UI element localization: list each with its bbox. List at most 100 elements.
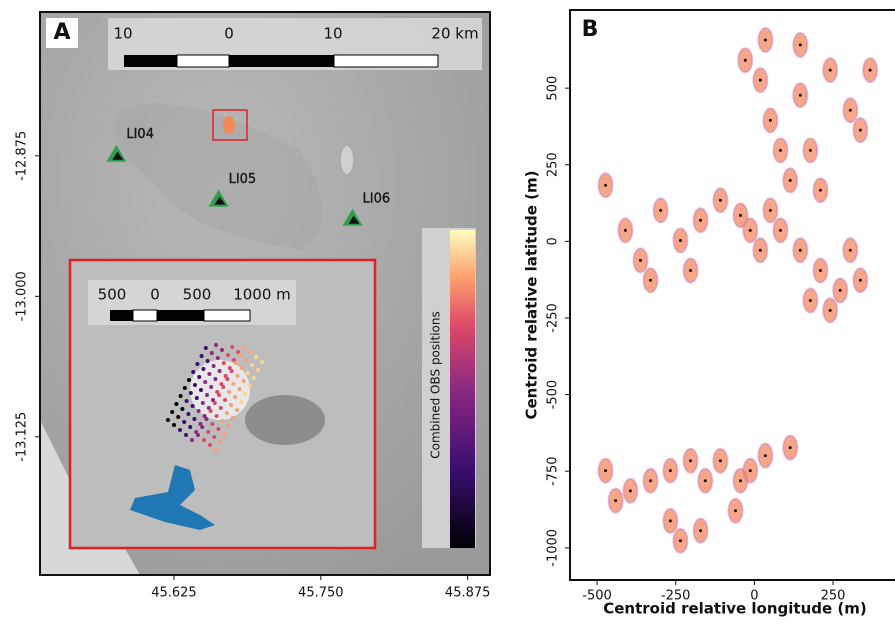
panel-label-bg xyxy=(574,14,608,44)
inset-point xyxy=(224,411,229,415)
inset-point xyxy=(214,414,219,418)
inset-point xyxy=(190,438,194,442)
point-center xyxy=(668,519,672,523)
map-frame xyxy=(39,11,491,576)
inset-point xyxy=(236,350,241,354)
point-center xyxy=(818,188,822,192)
inset-point xyxy=(202,414,207,418)
point-center xyxy=(678,238,682,242)
y-tick-label: -250 xyxy=(546,303,561,333)
inset-point xyxy=(250,363,254,367)
inset-point xyxy=(221,361,226,365)
point-center xyxy=(688,268,692,272)
inset-point xyxy=(225,377,230,381)
point-center xyxy=(743,58,747,62)
inset-point xyxy=(215,356,220,360)
point-center xyxy=(659,208,663,212)
inset-point xyxy=(180,407,185,411)
station-label: LI04 xyxy=(126,127,154,142)
x-tick-label: 45.875 xyxy=(445,586,491,601)
inset-point xyxy=(178,394,183,398)
point-center xyxy=(703,479,707,483)
inset-lake xyxy=(130,465,215,530)
y-tick-label: -12.875 xyxy=(15,131,30,181)
inset-scale-label: 500 xyxy=(98,286,127,304)
inset-point xyxy=(217,393,221,397)
inset-point xyxy=(188,425,193,429)
inset-relief xyxy=(190,360,250,420)
inset-point xyxy=(202,438,206,442)
inset-point xyxy=(235,374,240,378)
inset-point xyxy=(206,430,211,434)
y-tick-label: -500 xyxy=(546,380,561,410)
inset-point xyxy=(193,383,197,387)
inset-point xyxy=(222,432,227,436)
inset-scale-bar xyxy=(110,309,251,322)
plot-frame xyxy=(569,9,895,581)
inset-point xyxy=(231,382,236,386)
point-center xyxy=(628,489,632,493)
point-center xyxy=(788,446,792,450)
inset-point xyxy=(239,400,244,404)
station-label: LI05 xyxy=(229,172,257,187)
inset-scale-label: 0 xyxy=(150,286,160,304)
scale-label: 0 xyxy=(224,25,234,43)
inset-point xyxy=(243,392,248,396)
y-tick-label: -13.125 xyxy=(15,412,30,462)
point-center xyxy=(718,459,722,463)
inset-point xyxy=(209,385,214,389)
point-center xyxy=(818,268,822,272)
inset-point xyxy=(251,376,256,380)
inset-point xyxy=(212,401,217,405)
inset-point xyxy=(211,398,215,402)
inset-point xyxy=(195,362,200,366)
point-center xyxy=(758,78,762,82)
station-core xyxy=(112,151,124,160)
point-center xyxy=(699,529,703,533)
inset-point xyxy=(242,345,247,349)
y-tick-label: 250 xyxy=(546,152,561,177)
panel-label: B xyxy=(582,17,599,42)
inset-point xyxy=(221,385,226,389)
point-center xyxy=(763,454,767,458)
point-center xyxy=(808,299,812,303)
inset-point xyxy=(203,346,208,350)
y-tick-label: 0 xyxy=(546,237,561,245)
point-center xyxy=(828,308,832,312)
inset-point xyxy=(184,433,188,437)
inset-point xyxy=(174,402,179,406)
y-tick-label: -13.000 xyxy=(15,271,30,321)
point-center xyxy=(649,278,653,282)
inset-point xyxy=(194,396,199,400)
inset-point xyxy=(245,371,250,375)
inset-point xyxy=(208,443,212,447)
station-label: LI06 xyxy=(363,191,391,206)
inset-point xyxy=(199,388,203,392)
inset-point xyxy=(206,406,211,410)
inset-point xyxy=(230,345,235,349)
point-center xyxy=(604,469,608,473)
inset-point xyxy=(187,378,191,382)
inset-point xyxy=(210,422,215,426)
point-center xyxy=(748,469,752,473)
inset-point xyxy=(260,360,265,364)
inset-point xyxy=(200,401,205,405)
inset-point xyxy=(182,386,187,390)
point-center xyxy=(798,248,802,252)
x-tick-label: -250 xyxy=(661,589,691,604)
inset-scale-label: 500 xyxy=(183,286,212,304)
point-center xyxy=(678,539,682,543)
inset-point xyxy=(190,404,195,408)
inset-point xyxy=(223,398,227,402)
inset-point xyxy=(214,448,218,452)
inset-point xyxy=(232,358,236,362)
inset-point xyxy=(227,390,232,394)
inset-point xyxy=(230,416,235,420)
point-center xyxy=(718,198,722,202)
point-center xyxy=(649,479,653,483)
inset-points xyxy=(166,343,265,452)
inset-point xyxy=(238,353,242,357)
inset-locator-blob xyxy=(223,116,235,134)
y-axis-label: Centroid relative latitude (m) xyxy=(523,170,541,419)
point-center xyxy=(838,288,842,292)
